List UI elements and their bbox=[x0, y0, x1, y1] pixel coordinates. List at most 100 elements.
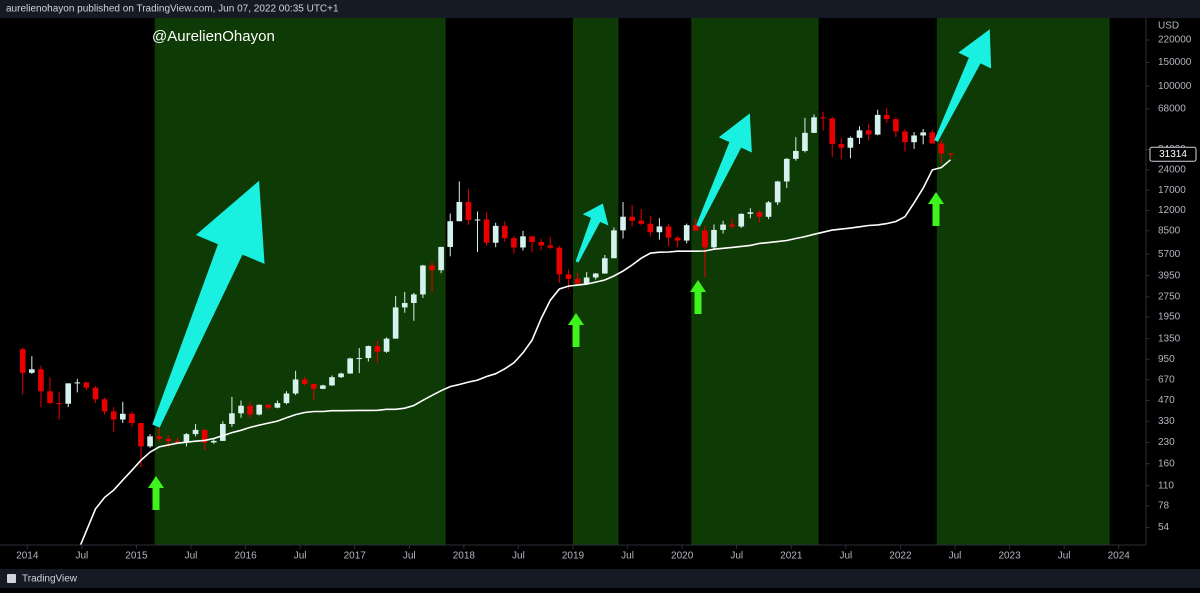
candle-body bbox=[274, 403, 281, 408]
candle-body bbox=[720, 224, 726, 230]
x-tick-label: 2018 bbox=[453, 551, 476, 562]
x-tick-label: 2020 bbox=[671, 551, 694, 562]
candle-body bbox=[220, 423, 226, 441]
candle-body bbox=[702, 230, 708, 248]
candle-body bbox=[38, 369, 44, 392]
candle-body bbox=[511, 238, 517, 248]
indicator-line bbox=[79, 159, 952, 545]
candle-body bbox=[565, 274, 572, 279]
candle-body bbox=[793, 150, 799, 159]
x-tick-label: Jul bbox=[185, 551, 198, 562]
candle-body bbox=[347, 358, 353, 374]
y-tick-label: 68000 bbox=[1158, 103, 1186, 114]
candle-body bbox=[647, 223, 654, 233]
candle-body bbox=[310, 383, 317, 389]
candle-body bbox=[129, 413, 135, 424]
x-tick-label: Jul bbox=[75, 551, 88, 562]
candle-body bbox=[183, 434, 190, 443]
candle-body bbox=[338, 373, 344, 378]
candle-body bbox=[811, 117, 817, 133]
x-tick-label: 2021 bbox=[780, 551, 803, 562]
candle-body bbox=[365, 346, 372, 359]
y-tick-label: 54 bbox=[1158, 522, 1170, 533]
footer-logo bbox=[7, 574, 16, 583]
y-tick-label: 78 bbox=[1158, 500, 1170, 511]
candle-body bbox=[265, 404, 272, 408]
candle-body bbox=[938, 143, 945, 154]
candle-body bbox=[856, 130, 863, 138]
candle-body bbox=[874, 114, 881, 135]
candle-body bbox=[201, 429, 208, 443]
candle-body bbox=[283, 393, 290, 404]
candle-body bbox=[247, 405, 253, 415]
candle-body bbox=[556, 247, 563, 275]
candle-body bbox=[29, 369, 35, 373]
candle-body bbox=[420, 265, 426, 295]
y-tick-label: 950 bbox=[1158, 354, 1175, 365]
candle-body bbox=[256, 404, 263, 415]
candle-body bbox=[883, 114, 890, 120]
y-tick-label: 330 bbox=[1158, 416, 1175, 427]
x-tick-label: Jul bbox=[949, 551, 962, 562]
y-tick-label: 670 bbox=[1158, 374, 1175, 385]
x-tick-label: Jul bbox=[512, 551, 525, 562]
x-tick-label: Jul bbox=[294, 551, 307, 562]
candle-body bbox=[629, 216, 635, 221]
candle-body bbox=[138, 423, 144, 447]
candle-body bbox=[301, 379, 308, 384]
period-band bbox=[154, 18, 446, 545]
last-price-box bbox=[1149, 146, 1197, 162]
candle-body bbox=[92, 387, 99, 400]
x-tick-label: 2016 bbox=[234, 551, 257, 562]
candle-body bbox=[483, 219, 490, 243]
y-tick-label: 1950 bbox=[1158, 312, 1181, 323]
period-band bbox=[691, 18, 819, 545]
y-tick-label: 150000 bbox=[1158, 57, 1192, 68]
x-tick-label: 2022 bbox=[889, 551, 912, 562]
x-tick-label: 2015 bbox=[125, 551, 148, 562]
header-text: aurelienohayon published on TradingView.… bbox=[6, 4, 339, 15]
candle-body bbox=[174, 441, 181, 443]
header-bar bbox=[0, 0, 1200, 18]
candle-body bbox=[465, 202, 472, 221]
candle-body bbox=[101, 399, 108, 412]
annotation: @AurelienOhayon bbox=[152, 28, 275, 45]
candle-body bbox=[638, 220, 645, 224]
candle-body bbox=[547, 245, 554, 248]
axes: 2200001500001000006800034000240001700012… bbox=[16, 35, 1197, 562]
candle-body bbox=[292, 379, 299, 394]
candle-body bbox=[156, 436, 162, 439]
candle-body bbox=[683, 225, 690, 241]
candle-body bbox=[847, 137, 854, 148]
candle-body bbox=[738, 213, 745, 227]
candle-body bbox=[501, 225, 508, 239]
period-band bbox=[936, 18, 1110, 545]
x-tick-label: 2024 bbox=[1108, 551, 1131, 562]
candle-body bbox=[529, 236, 535, 243]
candle-body bbox=[19, 349, 26, 373]
candle-body bbox=[492, 225, 499, 243]
candle-body bbox=[210, 440, 217, 443]
x-tick-label: 2014 bbox=[16, 551, 39, 562]
x-tick-label: 2017 bbox=[344, 551, 367, 562]
candle-body bbox=[329, 377, 335, 386]
candle-body bbox=[865, 130, 872, 135]
candle-body bbox=[192, 429, 199, 435]
y-tick-label: 8500 bbox=[1158, 225, 1181, 236]
candle-body bbox=[920, 132, 926, 136]
y-tick-label: 17000 bbox=[1158, 185, 1186, 196]
candle-body bbox=[65, 383, 72, 404]
candle-body bbox=[602, 258, 608, 274]
candle-body bbox=[802, 132, 808, 151]
y-tick-label: 100000 bbox=[1158, 81, 1192, 92]
candle-body bbox=[729, 224, 735, 227]
candle-body bbox=[747, 212, 754, 214]
candle-body bbox=[456, 202, 463, 222]
candle-body bbox=[119, 413, 126, 420]
candle-body bbox=[320, 385, 326, 389]
candle-body bbox=[929, 132, 936, 144]
candle-body bbox=[902, 131, 908, 143]
candle-body bbox=[765, 202, 772, 217]
y-tick-label: 12000 bbox=[1158, 205, 1186, 216]
